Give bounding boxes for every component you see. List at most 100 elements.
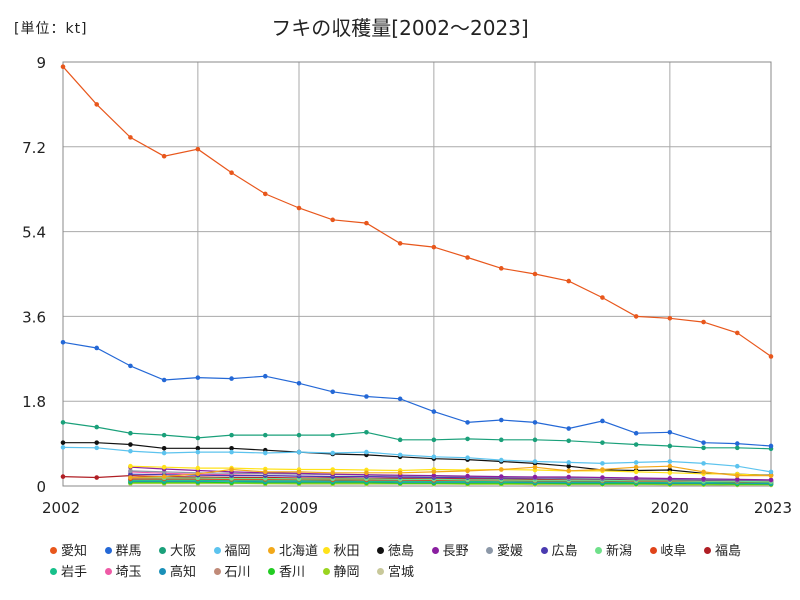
data-point [262,373,268,379]
data-point [734,330,740,336]
data-point [431,409,437,414]
data-point [667,459,673,464]
legend-marker [540,547,548,554]
data-point [195,146,201,152]
legend-label: 岐阜 [660,544,687,559]
data-point [330,217,336,223]
plot-frame [62,61,772,487]
data-point [364,470,369,476]
data-point [330,389,336,395]
legend-item: 福岡 [213,540,269,559]
data-point [364,220,369,226]
data-point [768,477,774,483]
grid-lines [63,62,771,486]
data-point [667,463,673,469]
data-point [701,445,706,451]
legend-marker [50,547,57,554]
data-point [465,420,470,425]
data-point [262,432,268,438]
data-point [532,474,538,480]
data-point [701,440,706,445]
legend-marker [213,568,221,575]
legend-label: 宮城 [388,565,415,580]
data-point [600,418,605,424]
legend-marker [704,547,711,554]
data-point [498,437,504,443]
data-point [262,469,268,475]
data-point [600,461,605,466]
legend-marker [159,547,166,554]
data-point [229,376,234,381]
data-point [667,443,673,449]
data-point [60,440,66,445]
legend-item: 静岡 [322,561,378,580]
legend: 愛知 群馬 大阪 福岡 北海道 秋田 徳島 長野 愛媛 広島 新潟 岐阜 福島 岩手 埼玉 高知 石川 香川 静岡 宮… [50,540,770,582]
data-point [633,442,639,447]
data-point [397,241,403,246]
data-point [330,432,336,438]
data-point [768,443,774,449]
data-point [296,469,302,475]
legend-marker [431,547,439,554]
data-point [734,473,740,478]
data-point [229,170,234,176]
legend-item: 大阪 [159,540,214,559]
legend-item: 愛媛 [486,540,541,559]
legend-label: 石川 [224,565,251,580]
data-point [296,380,302,386]
legend-item: 新潟 [595,540,650,559]
legend-item: 岩手 [50,561,105,580]
data-point [465,436,470,442]
legend-marker [595,547,602,554]
data-point [566,463,572,469]
data-point [397,437,403,443]
legend-label: 福岡 [224,544,251,559]
data-point [397,470,403,476]
data-point [195,449,201,455]
data-point [600,440,605,445]
series-群馬 [60,340,774,449]
data-point [701,476,706,482]
data-point [161,464,167,470]
data-point [633,430,639,436]
data-point [633,464,639,470]
data-point [498,266,504,271]
legend-label: 高知 [170,565,197,580]
chart-title: フキの収穫量[2002～2023] [271,16,529,40]
x-tick-label: 2020 [651,499,689,517]
legend-item: 広島 [540,540,596,559]
legend-item: 高知 [159,561,214,580]
data-point [431,437,437,443]
legend-item: 宮城 [377,561,432,580]
data-point [94,102,100,107]
data-point [296,432,302,438]
data-point [195,471,201,477]
data-point [195,435,201,441]
data-point [262,450,268,456]
data-point [60,474,66,479]
legend-marker [377,568,384,575]
legend-marker [322,547,330,554]
series-line [130,479,771,484]
legend-item: 長野 [431,540,487,559]
legend-label: 岩手 [61,565,88,580]
legend-item: 愛知 [50,540,105,559]
data-point [128,442,133,447]
y-axis-ticks: 0 1.8 3.6 5.4 7.2 9 [22,54,46,496]
data-point [296,205,302,211]
line-chart: 01.83.65.47.29 2002 2006 2009 2013 2016 2020 2… [22,54,792,517]
legend-label: 埼玉 [115,565,142,580]
series-line [62,421,772,450]
data-point [128,430,133,436]
data-point [128,135,133,140]
y-tick-label: 9 [36,54,46,72]
data-point [600,467,605,472]
series-愛知 [60,64,774,359]
legend-label: 愛知 [61,544,88,559]
data-point [195,375,201,380]
data-point [498,457,504,463]
series-line [63,442,772,476]
data-point [94,440,100,445]
data-point [431,473,437,478]
data-point [701,319,706,325]
